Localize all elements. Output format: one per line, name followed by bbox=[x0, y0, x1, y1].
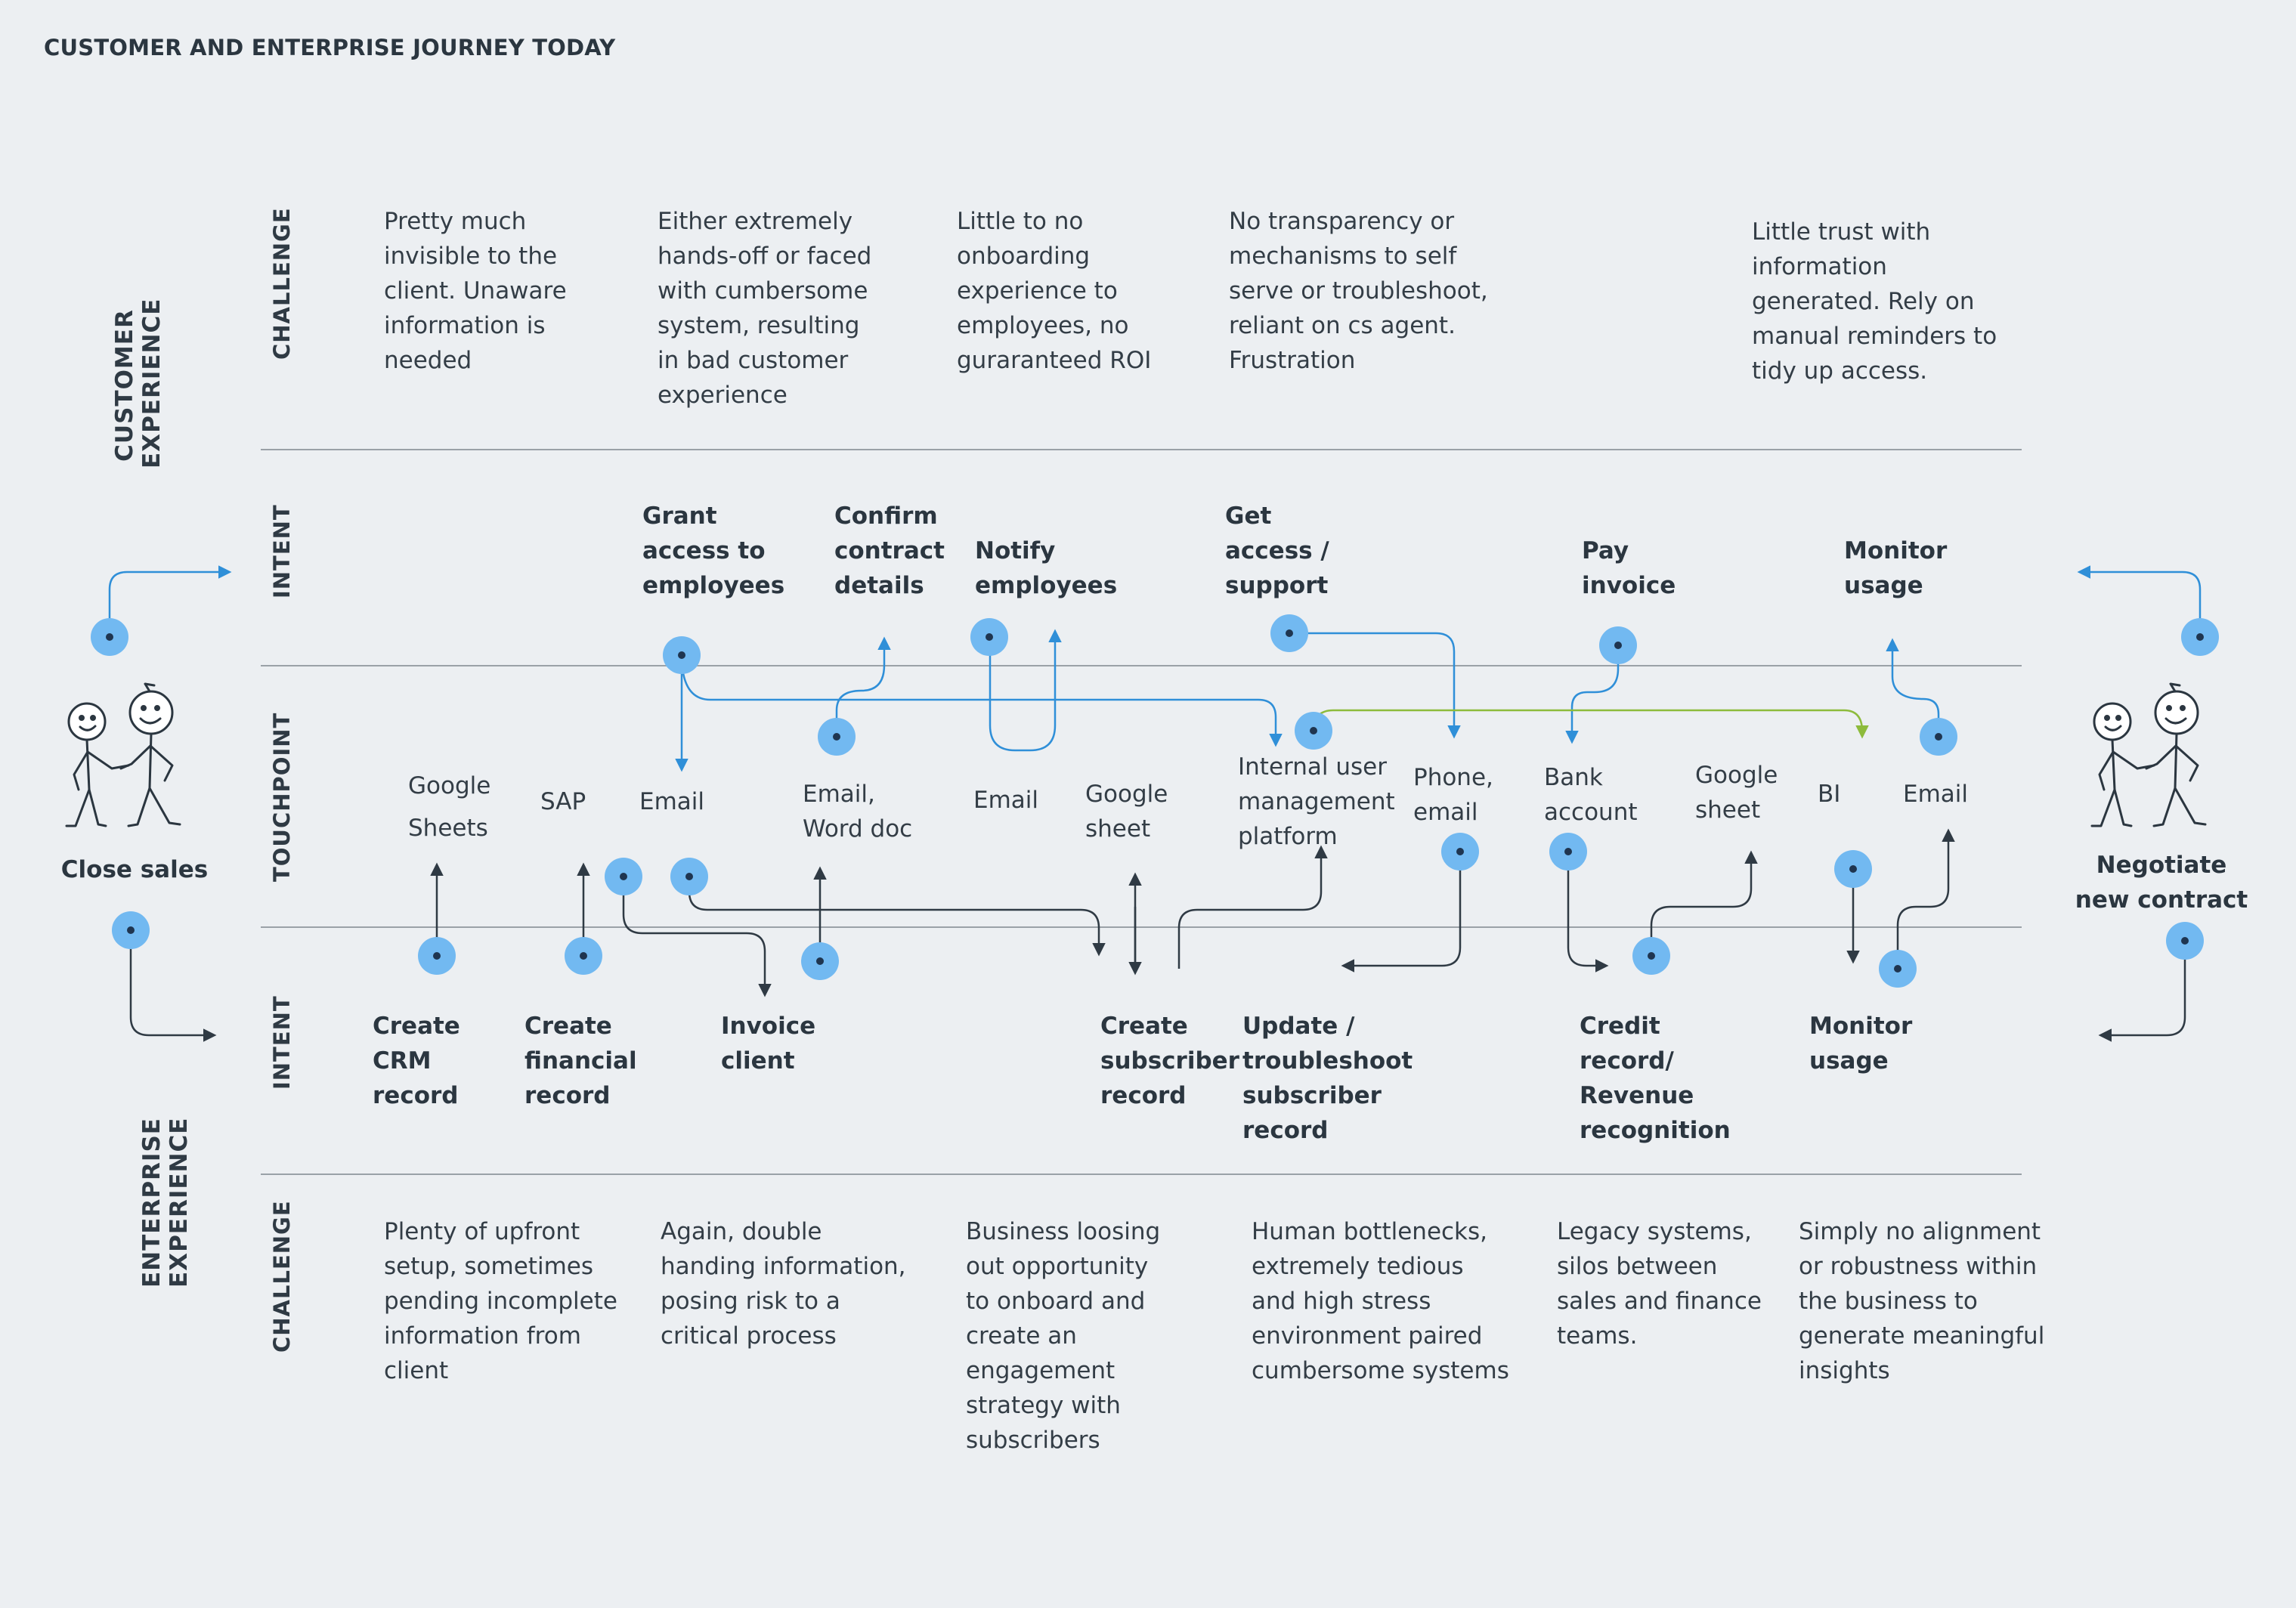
enterprise-challenge-3: Business loosing out opportunity to onbo… bbox=[966, 1218, 1161, 1454]
customer-challenge-2: Either extremely hands-off or faced with… bbox=[658, 208, 872, 409]
node-word-doc bbox=[818, 718, 856, 756]
actor-label-negotiate: Negotiate new contract bbox=[2075, 852, 2248, 914]
flow-grant-to-platform bbox=[680, 654, 1283, 747]
node-email-1 bbox=[670, 858, 708, 895]
node-close-sales-enterprise bbox=[112, 911, 150, 949]
node-close-sales-customer bbox=[91, 618, 128, 656]
enterprise-intent-update-subscriber: Update / troubleshoot subscriber record bbox=[1242, 1013, 1413, 1144]
node-notify bbox=[970, 618, 1008, 656]
touchpoint-sap: SAP bbox=[540, 788, 586, 815]
node-get-access bbox=[1270, 614, 1308, 652]
flow-get-access-to-phone bbox=[1289, 632, 1461, 739]
flow-close-sales-to-intent bbox=[108, 565, 232, 637]
node-email-monitor bbox=[1920, 718, 1957, 756]
customer-challenge-3: Little to no onboarding experience to em… bbox=[957, 208, 1152, 374]
node-monitor-usage bbox=[1879, 950, 1917, 988]
flow-negotiate-to-intent bbox=[2077, 565, 2202, 637]
divider-intent-challenge bbox=[261, 1174, 2022, 1175]
flow-monitor-to-email bbox=[1896, 828, 1955, 967]
customer-challenge-1: Pretty much invisible to the client. Una… bbox=[384, 208, 567, 374]
enterprise-intent-monitor-usage: Monitor usage bbox=[1809, 1013, 1913, 1075]
customer-challenge-4: No transparency or mechanisms to self se… bbox=[1229, 208, 1488, 374]
enterprise-intent-invoice-client: Invoice client bbox=[721, 1013, 816, 1075]
touchpoint-google-sheets: Google Sheets bbox=[408, 772, 491, 842]
node-sap bbox=[605, 858, 642, 895]
enterprise-challenge-4: Human bottlenecks, extremely tedious and… bbox=[1252, 1218, 1509, 1384]
flow-close-sales-to-enterprise bbox=[129, 931, 217, 1042]
enterprise-challenge-6: Simply no alignment or robustness within… bbox=[1799, 1218, 2045, 1384]
enterprise-challenge-1: Plenty of upfront setup, sometimes pendi… bbox=[384, 1218, 617, 1384]
enterprise-intent-create-financial: Create financial record bbox=[524, 1013, 637, 1109]
touchpoint-phone-email: Phone, email bbox=[1413, 764, 1493, 826]
flow-platform-to-bi bbox=[1312, 709, 1869, 739]
touchpoint-bi: BI bbox=[1818, 781, 1841, 808]
flow-word-doc-to-confirm bbox=[835, 636, 891, 737]
touchpoint-email-word-doc: Email, Word doc bbox=[803, 781, 913, 843]
touchpoint-email-3: Email bbox=[1903, 781, 1969, 808]
enterprise-intent-create-crm: Create CRM record bbox=[373, 1013, 460, 1109]
flow-phone-to-update bbox=[1341, 852, 1462, 973]
touchpoint-bank-account: Bank account bbox=[1544, 764, 1638, 826]
customer-intent-pay-invoice: Pay invoice bbox=[1582, 537, 1676, 599]
handshake-people-icon bbox=[65, 682, 181, 827]
node-create-crm bbox=[418, 937, 456, 975]
flow-email-to-subscriber bbox=[688, 877, 1106, 957]
node-create-financial bbox=[565, 937, 602, 975]
touchpoint-google-sheet-2: Google sheet bbox=[1695, 762, 1778, 824]
flow-credit-to-sheet bbox=[1650, 850, 1758, 956]
actor-label-close-sales: Close sales bbox=[60, 856, 209, 883]
node-bank bbox=[1549, 833, 1587, 870]
touchpoint-email-2: Email bbox=[973, 787, 1039, 814]
customer-challenge-5: Little trust with information generated.… bbox=[1752, 218, 1997, 385]
node-credit-record bbox=[1632, 937, 1670, 975]
flow-email-to-monitor bbox=[1886, 638, 1940, 737]
customer-intent-get-access: Get access / support bbox=[1225, 502, 1329, 599]
customer-intent-confirm-contract: Confirm contract details bbox=[834, 502, 945, 599]
flow-pay-to-bank bbox=[1565, 645, 1620, 744]
node-negotiate-enterprise bbox=[2166, 922, 2204, 960]
touchpoint-email-1: Email bbox=[639, 788, 705, 815]
divider-touchpoint-intent bbox=[261, 926, 2022, 928]
node-phone bbox=[1441, 833, 1479, 870]
divider-challenge-intent bbox=[261, 449, 2022, 450]
node-invoice-client bbox=[801, 942, 839, 980]
flow-negotiate-to-enterprise bbox=[2098, 941, 2186, 1042]
enterprise-intent-create-subscriber: Create subscriber record bbox=[1100, 1013, 1239, 1109]
flow-notify-loop bbox=[989, 629, 1062, 752]
touchpoint-internal-user-platform: Internal user management platform bbox=[1238, 753, 1395, 850]
node-grant-access bbox=[663, 636, 701, 674]
customer-intent-grant-access: Grant access to employees bbox=[642, 502, 785, 599]
page-title: CUSTOMER AND ENTERPRISE JOURNEY TODAY bbox=[44, 35, 616, 60]
flow-bank-to-credit bbox=[1567, 852, 1609, 973]
handshake-people-icon bbox=[2090, 682, 2207, 827]
touchpoint-google-sheet-1: Google sheet bbox=[1085, 781, 1168, 843]
customer-intent-notify-employees: Notify employees bbox=[975, 537, 1118, 599]
enterprise-intent-credit-record: Credit record/ Revenue recognition bbox=[1580, 1013, 1731, 1144]
flow-sap-to-invoice bbox=[622, 877, 772, 997]
enterprise-challenge-5: Legacy systems, silos between sales and … bbox=[1557, 1218, 1762, 1350]
node-pay-invoice bbox=[1599, 626, 1637, 664]
enterprise-challenge-2: Again, double handing information, posin… bbox=[661, 1218, 906, 1350]
flow-update-to-platform bbox=[1177, 845, 1328, 969]
node-platform bbox=[1295, 712, 1332, 750]
node-bi bbox=[1834, 850, 1872, 888]
node-negotiate-customer bbox=[2181, 618, 2219, 656]
customer-intent-monitor-usage: Monitor usage bbox=[1844, 537, 1948, 599]
divider-intent-touchpoint bbox=[261, 665, 2022, 666]
